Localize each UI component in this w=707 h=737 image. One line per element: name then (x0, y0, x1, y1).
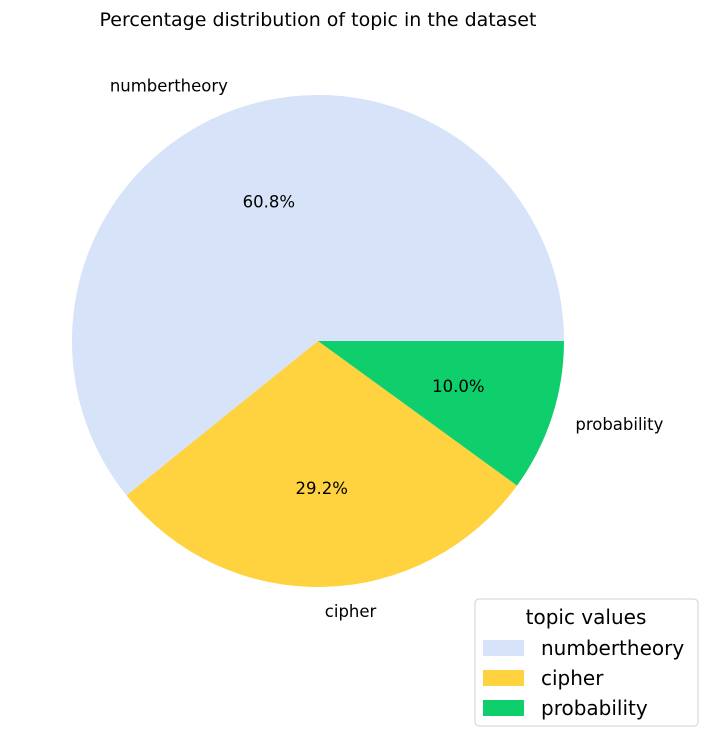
legend-swatch (483, 700, 524, 716)
pie-slice-cipher (126, 341, 518, 587)
slice-percent-label: 29.2% (295, 479, 347, 498)
slice-category-label: probability (575, 415, 663, 434)
legend-label: numbertheory (541, 636, 684, 660)
slice-percent-label: 10.0% (432, 377, 484, 396)
slice-percent-label: 60.8% (243, 192, 295, 211)
legend-label: cipher (541, 666, 604, 690)
legend: topic values numbertheory cipher probabili… (474, 598, 699, 727)
legend-items: numbertheory cipher probability (483, 636, 684, 720)
legend-label: probability (541, 696, 648, 720)
pie-slice-numbertheory (71, 94, 564, 496)
chart-title: Percentage distribution of topic in the … (100, 9, 537, 31)
pie-slices (71, 94, 564, 587)
legend-frame (474, 598, 699, 727)
legend-title: topic values (526, 605, 647, 629)
slice-category-label: numbertheory (110, 76, 228, 95)
legend-swatch (483, 640, 524, 656)
legend-swatch (483, 670, 524, 686)
pie-labels: 60.8% numbertheory 29.2% cipher 10.0% probabi… (110, 76, 664, 621)
pie-slice-probability (318, 341, 564, 486)
slice-category-label: cipher (325, 602, 377, 621)
